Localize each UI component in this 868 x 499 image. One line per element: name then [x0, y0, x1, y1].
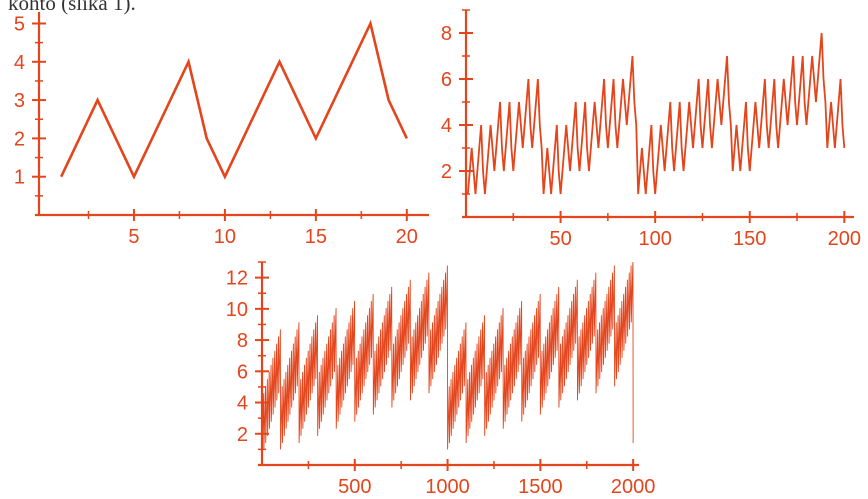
chart-medium: 2 4 6 8 50 100 150 200	[441, 9, 861, 250]
x-tick-label: 5	[128, 226, 139, 248]
x-tick-label: 15	[305, 226, 327, 248]
x-tick-label: 500	[338, 476, 371, 498]
caption-text: kohto (slika 1).	[8, 0, 136, 15]
y-tick-label: 4	[441, 115, 452, 137]
y-tick-label: 6	[441, 69, 452, 91]
x-tick-label: 20	[396, 226, 418, 248]
y-tick-label: 2	[14, 128, 25, 150]
x-tick-label: 50	[549, 228, 571, 250]
chart-large: 2 4 6 8 10 12 500 1000 1500 2000	[226, 261, 656, 498]
x-tick-label: 200	[828, 228, 861, 250]
series-line	[60, 19, 408, 180]
x-tick-label: 2000	[611, 476, 656, 498]
y-tick-label: 4	[14, 52, 25, 74]
chart-small: 1 2 3 4 5 5 10 15 20	[14, 12, 429, 248]
y-tick-label: 2	[441, 161, 452, 183]
y-tick-label: 1	[14, 167, 25, 189]
y-tick-label: 12	[226, 268, 248, 290]
x-tick-label: 1000	[425, 476, 470, 498]
y-tick-label: 3	[14, 90, 25, 112]
y-tick-label: 6	[237, 361, 248, 383]
y-tick-label: 8	[441, 23, 452, 45]
series-line	[466, 32, 846, 195]
y-tick-label: 4	[237, 393, 248, 415]
x-tick-label: 1500	[518, 476, 563, 498]
y-tick-label: 10	[226, 299, 248, 321]
series-line	[261, 261, 634, 450]
y-tick-label: 2	[237, 424, 248, 446]
y-tick-label: 5	[14, 13, 25, 35]
x-tick-label: 100	[638, 228, 671, 250]
y-tick-label: 8	[237, 330, 248, 352]
x-tick-label: 10	[214, 226, 236, 248]
x-tick-label: 150	[733, 228, 766, 250]
